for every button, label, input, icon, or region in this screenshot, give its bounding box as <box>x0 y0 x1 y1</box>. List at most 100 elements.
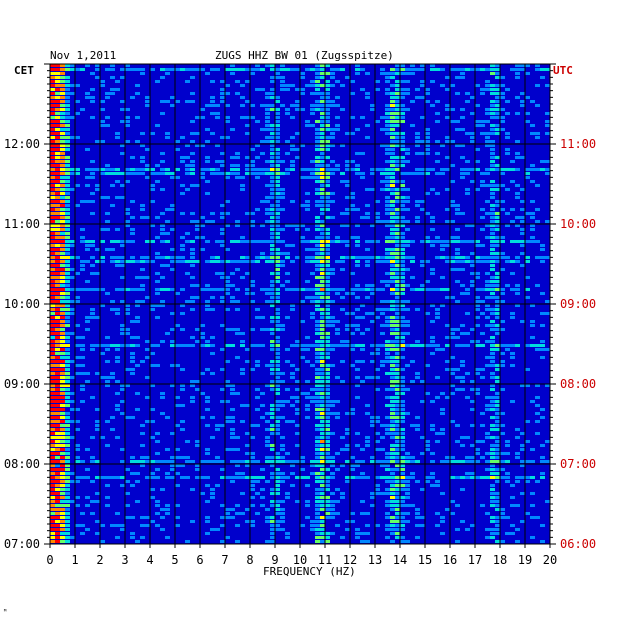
heatmap-cell <box>340 340 345 343</box>
heatmap-cell <box>265 440 270 443</box>
heatmap-cell <box>375 368 380 371</box>
heatmap-cell <box>215 272 220 275</box>
heatmap-cell <box>250 488 255 491</box>
heatmap-cell <box>230 432 235 435</box>
heatmap-cell <box>240 492 245 495</box>
heatmap-cell <box>275 392 280 395</box>
heatmap-cell <box>235 392 240 395</box>
heatmap-cell <box>350 116 355 119</box>
heatmap-cell <box>325 180 330 183</box>
heatmap-cell <box>355 284 360 287</box>
heatmap-cell <box>395 316 400 319</box>
heatmap-cell <box>510 504 515 507</box>
heatmap-cell <box>280 284 285 287</box>
heatmap-cell <box>265 412 270 415</box>
y-tick-label-cet: 07:00 <box>4 537 40 551</box>
heatmap-cell <box>325 432 330 435</box>
heatmap-cell <box>140 288 145 291</box>
heatmap-cell <box>200 344 205 347</box>
heatmap-cell <box>460 260 465 263</box>
heatmap-cell <box>210 96 215 99</box>
heatmap-cell <box>490 516 495 519</box>
heatmap-cell <box>230 460 235 463</box>
heatmap-cell <box>290 464 295 467</box>
heatmap-cell <box>135 172 140 175</box>
heatmap-cell <box>120 448 125 451</box>
heatmap-cell <box>55 360 60 363</box>
heatmap-cell <box>505 516 510 519</box>
heatmap-cell <box>240 404 245 407</box>
heatmap-cell <box>205 400 210 403</box>
heatmap-cell <box>275 476 280 479</box>
heatmap-cell <box>230 476 235 479</box>
heatmap-cell <box>140 284 145 287</box>
heatmap-cell <box>265 420 270 423</box>
heatmap-cell <box>310 248 315 251</box>
heatmap-cell <box>65 372 70 375</box>
heatmap-cell <box>160 76 165 79</box>
heatmap-cell <box>395 508 400 511</box>
heatmap-cell <box>510 272 515 275</box>
heatmap-cell <box>485 324 490 327</box>
heatmap-cell <box>310 124 315 127</box>
heatmap-cell <box>55 64 60 67</box>
heatmap-cell <box>275 348 280 351</box>
heatmap-cell <box>55 288 60 291</box>
heatmap-cell <box>50 412 55 415</box>
heatmap-cell <box>400 528 405 531</box>
heatmap-cell <box>225 344 230 347</box>
heatmap-cell <box>490 84 495 87</box>
heatmap-cell <box>325 336 330 339</box>
heatmap-cell <box>320 128 325 131</box>
heatmap-cell <box>500 364 505 367</box>
heatmap-cell <box>65 276 70 279</box>
heatmap-cell <box>380 492 385 495</box>
heatmap-cell <box>535 384 540 387</box>
heatmap-cell <box>400 232 405 235</box>
heatmap-cell <box>365 440 370 443</box>
heatmap-cell <box>135 84 140 87</box>
heatmap-cell <box>390 524 395 527</box>
heatmap-cell <box>280 188 285 191</box>
heatmap-cell <box>50 216 55 219</box>
heatmap-cell <box>470 328 475 331</box>
heatmap-cell <box>495 528 500 531</box>
heatmap-cell <box>390 520 395 523</box>
heatmap-cell <box>155 344 160 347</box>
heatmap-cell <box>435 396 440 399</box>
heatmap-cell <box>365 212 370 215</box>
heatmap-cell <box>385 404 390 407</box>
heatmap-cell <box>505 476 510 479</box>
y-tick-label-utc: 06:00 <box>560 537 596 551</box>
heatmap-cell <box>420 140 425 143</box>
heatmap-cell <box>305 248 310 251</box>
heatmap-cell <box>235 512 240 515</box>
heatmap-cell <box>60 532 65 535</box>
heatmap-cell <box>480 124 485 127</box>
heatmap-cell <box>475 124 480 127</box>
heatmap-cell <box>440 408 445 411</box>
heatmap-cell <box>200 324 205 327</box>
heatmap-cell <box>255 396 260 399</box>
heatmap-cell <box>330 516 335 519</box>
heatmap-cell <box>60 396 65 399</box>
heatmap-cell <box>395 336 400 339</box>
heatmap-cell <box>360 448 365 451</box>
heatmap-cell <box>50 320 55 323</box>
heatmap-cell <box>405 72 410 75</box>
heatmap-cell <box>505 132 510 135</box>
heatmap-cell <box>180 476 185 479</box>
heatmap-cell <box>280 512 285 515</box>
heatmap-cell <box>540 260 545 263</box>
heatmap-cell <box>85 240 90 243</box>
heatmap-cell <box>545 300 550 303</box>
heatmap-cell <box>50 540 55 543</box>
heatmap-cell <box>190 184 195 187</box>
heatmap-cell <box>270 524 275 527</box>
heatmap-cell <box>270 272 275 275</box>
heatmap-cell <box>235 472 240 475</box>
heatmap-cell <box>115 536 120 539</box>
heatmap-cell <box>400 272 405 275</box>
heatmap-cell <box>505 444 510 447</box>
heatmap-cell <box>335 260 340 263</box>
